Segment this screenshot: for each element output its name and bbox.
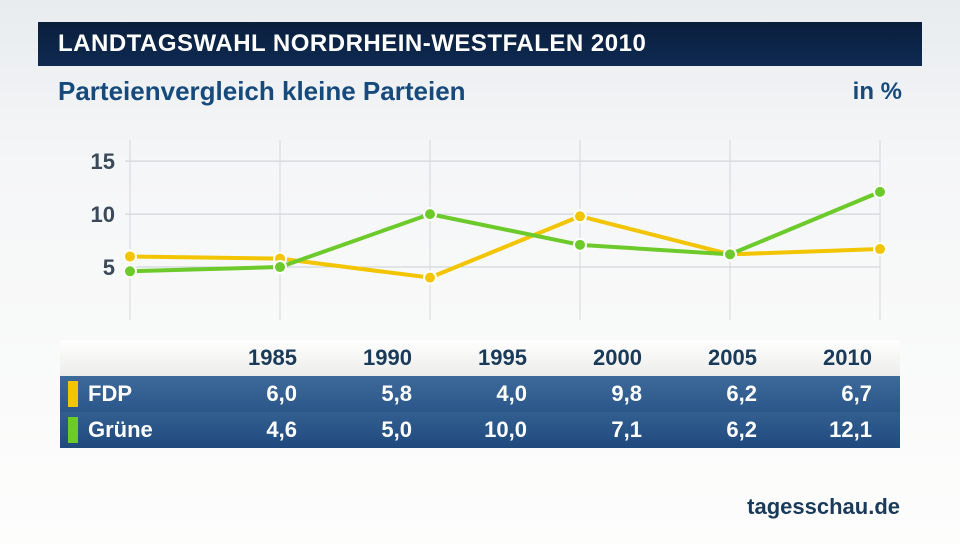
table-row: Grüne 4,65,010,07,16,212,1 — [60, 412, 900, 448]
series-marker-grüne — [124, 265, 136, 277]
value-cell: 7,1 — [555, 417, 670, 443]
series-marker-fdp — [124, 250, 136, 262]
series-marker-grüne — [724, 248, 736, 260]
table-header-year: 2005 — [670, 345, 785, 371]
value-cell: 4,6 — [210, 417, 325, 443]
value-cell: 12,1 — [785, 417, 900, 443]
subtitle-row: Parteienvergleich kleine Parteien in % — [38, 72, 922, 107]
value-cell: 6,2 — [670, 381, 785, 407]
table-row: FDP 6,05,84,09,86,26,7 — [60, 376, 900, 412]
party-name: FDP — [88, 381, 132, 407]
unit-label: in % — [853, 78, 902, 106]
chart-container: LANDTAGSWAHL NORDRHEIN-WESTFALEN 2010 Pa… — [0, 0, 960, 544]
value-cell: 10,0 — [440, 417, 555, 443]
chart-svg: 5 10 15 — [60, 130, 900, 330]
party-name: Grüne — [88, 417, 153, 443]
value-cell: 9,8 — [555, 381, 670, 407]
party-cell: Grüne — [60, 417, 210, 443]
table-header-year: 1995 — [440, 345, 555, 371]
value-cell: 5,8 — [325, 381, 440, 407]
series-marker-fdp — [424, 272, 436, 284]
series-marker-grüne — [424, 208, 436, 220]
value-cell: 6,2 — [670, 417, 785, 443]
series-marker-fdp — [574, 210, 586, 222]
table-header-row: 198519901995200020052010 — [60, 340, 900, 376]
color-chip-icon — [68, 417, 78, 443]
value-cell: 5,0 — [325, 417, 440, 443]
series-marker-fdp — [874, 243, 886, 255]
series-marker-grüne — [574, 239, 586, 251]
main-title: LANDTAGSWAHL NORDRHEIN-WESTFALEN 2010 — [58, 30, 646, 58]
y-tick-label: 10 — [91, 202, 115, 227]
title-bar: LANDTAGSWAHL NORDRHEIN-WESTFALEN 2010 — [38, 22, 922, 66]
y-tick-label: 5 — [103, 255, 115, 280]
subtitle: Parteienvergleich kleine Parteien — [58, 76, 466, 107]
party-cell: FDP — [60, 381, 210, 407]
value-cell: 4,0 — [440, 381, 555, 407]
table-header-year: 1985 — [210, 345, 325, 371]
data-table: 198519901995200020052010 FDP 6,05,84,09,8… — [60, 340, 900, 448]
y-tick-label: 15 — [91, 149, 115, 174]
table-header-year: 2000 — [555, 345, 670, 371]
table-header-year: 1990 — [325, 345, 440, 371]
series-marker-grüne — [274, 261, 286, 273]
value-cell: 6,0 — [210, 381, 325, 407]
line-chart: 5 10 15 — [60, 130, 900, 330]
table-header-year: 2010 — [785, 345, 900, 371]
source-label: tagesschau.de — [747, 494, 900, 520]
series-marker-grüne — [874, 186, 886, 198]
color-chip-icon — [68, 381, 78, 407]
value-cell: 6,7 — [785, 381, 900, 407]
